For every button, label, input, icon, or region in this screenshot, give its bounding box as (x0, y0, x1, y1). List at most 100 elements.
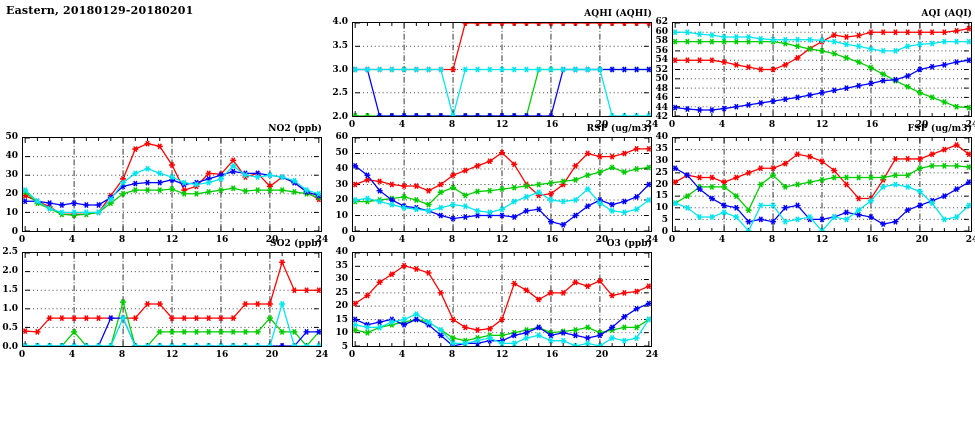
x-tick-label: 12 (495, 235, 509, 245)
y-tick-label: 56 (655, 45, 668, 56)
x-tick-label: 8 (118, 350, 126, 360)
y-tick-label: 1.0 (2, 304, 18, 314)
plot-area-fsp (672, 137, 972, 232)
chart-title-o3: O3 (ppb) (606, 239, 652, 249)
x-tick-label: 8 (768, 235, 776, 245)
plot-area-aqhi (352, 22, 652, 117)
y-tick-label: 35 (655, 143, 668, 154)
y-tick-label: 60 (335, 132, 348, 142)
x-tick-label: 8 (448, 120, 456, 130)
x-tick-label: 16 (215, 235, 229, 245)
y-tick-label: 20 (655, 179, 668, 190)
x-tick-label: 16 (865, 120, 879, 130)
x-tick-label: 20 (595, 350, 609, 360)
x-tick-label: 20 (915, 235, 929, 245)
chart-panel-no2: NO2 (ppb) 0 10 20 30 40 50 0 4 8 12 16 20 24 (5, 124, 328, 245)
y-tick-label: 4.0 (332, 17, 348, 27)
x-tick-label: 0 (18, 235, 26, 245)
y-tick-label: 2.5 (332, 88, 348, 99)
y-tick-label: 25 (335, 287, 348, 298)
y-tick-label: 30 (335, 179, 348, 190)
x-tick-label: 0 (348, 120, 356, 130)
x-tick-label: 4 (68, 235, 76, 245)
plot-area-rsp (352, 137, 652, 232)
y-tick-label: 10 (655, 203, 668, 214)
x-tick-label: 8 (768, 120, 776, 130)
x-tick-label: 8 (448, 350, 456, 360)
x-tick-label: 12 (165, 350, 179, 360)
y-tick-label: 52 (655, 64, 668, 75)
x-tick-label: 12 (815, 120, 829, 130)
x-tick-label: 20 (265, 235, 279, 245)
chart-title-aqhi: AQHI (AQHI) (584, 9, 652, 19)
x-tick-label: 4 (718, 120, 726, 130)
x-tick-label: 24 (965, 120, 975, 130)
y-tick-label: 1.5 (2, 285, 18, 295)
y-tick-label: 0 (661, 227, 668, 237)
y-tick-label: 48 (655, 83, 668, 94)
x-tick-label: 20 (595, 235, 609, 245)
x-tick-label: 12 (495, 120, 509, 130)
x-tick-label: 12 (165, 235, 179, 245)
y-tick-label: 10 (5, 208, 18, 218)
y-tick-label: 30 (655, 155, 668, 166)
y-tick-label: 10 (335, 211, 348, 222)
x-tick-label: 24 (645, 120, 659, 130)
y-tick-label: 5 (661, 215, 668, 226)
x-tick-label: 24 (645, 235, 659, 245)
y-tick-label: 2.0 (332, 112, 348, 122)
y-tick-label: 3.5 (332, 40, 348, 51)
x-tick-label: 20 (915, 120, 929, 130)
y-tick-label: 54 (655, 55, 668, 65)
x-tick-label: 0 (18, 350, 26, 360)
x-tick-label: 0 (668, 120, 676, 130)
x-tick-label: 4 (398, 235, 406, 245)
y-tick-label: 0 (341, 227, 348, 237)
x-tick-label: 16 (215, 350, 229, 360)
y-tick-label: 62 (655, 17, 668, 27)
y-tick-label: 25 (655, 167, 668, 178)
y-tick-label: 15 (335, 314, 348, 325)
y-tick-label: 30 (5, 170, 18, 180)
plot-area-so2 (22, 252, 322, 347)
x-tick-label: 8 (118, 235, 126, 245)
y-tick-label: 0 (11, 227, 18, 237)
y-tick-label: 40 (655, 132, 668, 142)
y-tick-label: 50 (5, 132, 18, 142)
y-tick-label: 15 (655, 191, 668, 202)
x-tick-label: 4 (398, 350, 406, 360)
chart-title-fsp: FSP (ug/m3) (907, 124, 972, 134)
plot-area-aqi (672, 22, 972, 117)
x-tick-label: 24 (315, 350, 329, 360)
y-tick-label: 20 (335, 301, 348, 312)
y-tick-label: 35 (335, 260, 348, 271)
y-tick-label: 46 (655, 93, 668, 103)
x-tick-label: 12 (815, 235, 829, 245)
y-tick-label: 2.5 (2, 247, 18, 257)
y-tick-label: 30 (335, 274, 348, 285)
y-tick-label: 42 (655, 112, 668, 122)
x-tick-label: 24 (965, 235, 975, 245)
y-tick-label: 60 (655, 26, 668, 37)
plot-area-o3 (352, 252, 652, 347)
y-tick-label: 10 (335, 328, 348, 339)
x-tick-label: 0 (348, 350, 356, 360)
y-tick-label: 3.0 (332, 64, 348, 75)
x-tick-label: 24 (645, 350, 659, 360)
chart-panel-so2: SO2 (ppb) 0.0 0.5 1.0 1.5 2.0 2.5 0 4 8 12 16 20 24 (2, 239, 328, 360)
y-tick-label: 40 (335, 163, 348, 174)
chart-title-so2: SO2 (ppb) (269, 239, 322, 249)
x-tick-label: 4 (68, 350, 76, 360)
y-tick-label: 58 (655, 36, 668, 46)
y-tick-label: 2.0 (2, 266, 18, 276)
y-tick-label: 0.5 (2, 323, 18, 333)
chart-title-aqi: AQI (AQI) (921, 9, 972, 19)
x-tick-label: 16 (545, 350, 559, 360)
x-tick-label: 24 (315, 235, 329, 245)
y-tick-label: 44 (655, 102, 668, 113)
page-title: Eastern, 20180129-20180201 (6, 4, 194, 17)
y-tick-label: 5 (341, 342, 348, 352)
y-tick-label: 20 (5, 189, 18, 199)
x-tick-label: 0 (668, 235, 676, 245)
chart-title-no2: NO2 (ppb) (268, 124, 322, 134)
